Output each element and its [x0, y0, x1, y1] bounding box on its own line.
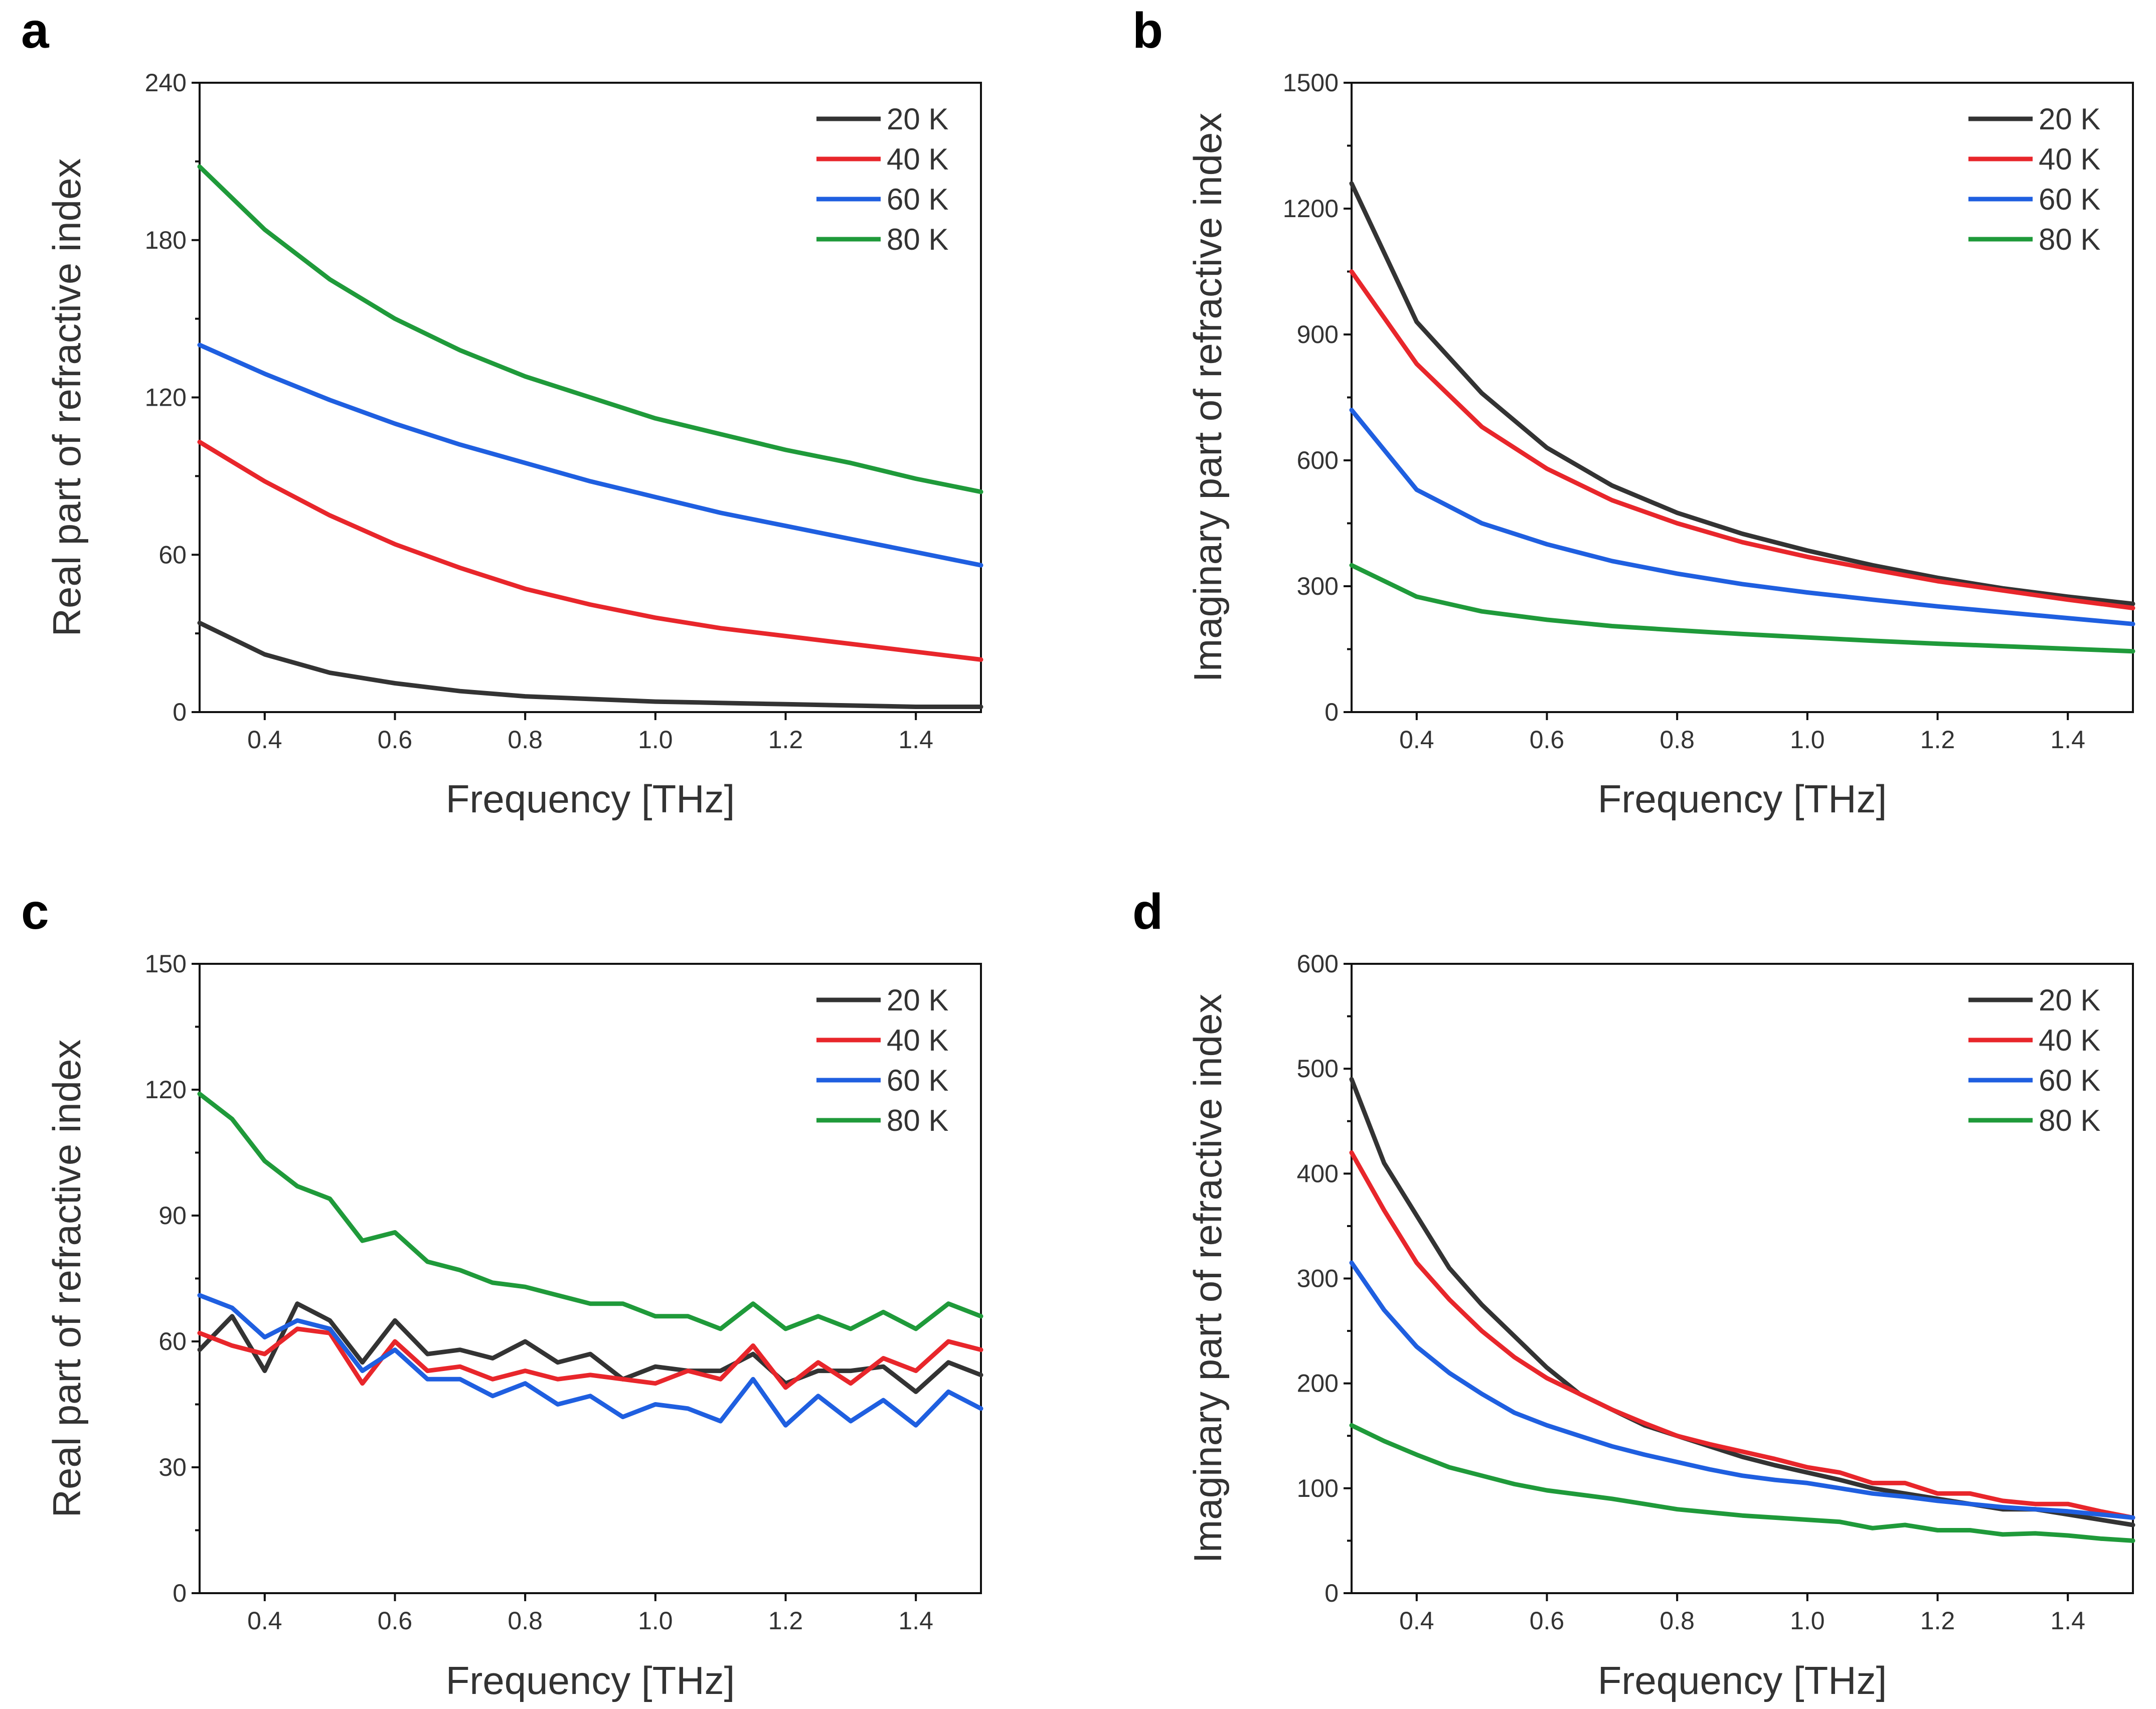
y-tick-label: 0 — [1324, 1579, 1339, 1607]
series-line-20k — [197, 620, 983, 709]
x-tick-label: 1.2 — [768, 1607, 803, 1635]
legend-label-60k: 60 K — [887, 1064, 948, 1097]
y-tick-label: 100 — [1297, 1474, 1339, 1502]
x-tick-label: 1.4 — [898, 1607, 933, 1635]
x-tick-label: 0.8 — [1660, 726, 1695, 754]
panel-a: a 0 60 120 180 240 0.4 0.6 0.8 1.0 1.2 1.4 Frequency… — [21, 3, 983, 821]
panel-letter: d — [1132, 884, 1163, 940]
x-tick-label: 1.2 — [768, 726, 803, 754]
x-axis-title: Frequency [THz] — [1598, 1658, 1887, 1702]
legend-label-60k: 60 K — [887, 183, 948, 216]
x-tick-label: 0.6 — [378, 726, 413, 754]
y-tick-label: 600 — [1297, 446, 1339, 474]
legend-label-40k: 40 K — [2039, 142, 2100, 176]
legend-label-80k: 80 K — [887, 223, 948, 256]
x-axis-title: Frequency [THz] — [446, 1658, 735, 1702]
legend-label-40k: 40 K — [887, 1023, 948, 1057]
plot-frame — [199, 963, 982, 1594]
x-tick-label: 1.0 — [1790, 1607, 1825, 1635]
y-tick-label: 1500 — [1283, 69, 1339, 97]
y-tick-label: 200 — [1297, 1370, 1339, 1398]
y-tick-label: 180 — [145, 226, 187, 254]
y-tick-label: 120 — [145, 1076, 187, 1104]
x-tick-label: 0.8 — [508, 1607, 543, 1635]
y-tick-label: 0 — [173, 1579, 187, 1607]
panel-b: b 0 300 600 900 1200 1500 0.4 0.6 0.8 1.0 1.2 1.4 Fre… — [1132, 3, 2135, 821]
y-tick-label: 60 — [158, 541, 187, 569]
plot-frame — [1351, 963, 2134, 1594]
x-axis-title: Frequency [THz] — [1598, 777, 1887, 821]
panel-d: d 0 100 200 300 400 500 600 0.4 0.6 0.8 1.0 1.2 1.4 Fr… — [1132, 884, 2135, 1702]
x-tick-label: 0.4 — [247, 1607, 282, 1635]
y-tick-label: 30 — [158, 1453, 187, 1481]
series-line-40k — [1349, 269, 2135, 610]
panel-letter: a — [21, 3, 50, 59]
series-line-80k — [1349, 1423, 2135, 1543]
series-line-40k — [197, 439, 983, 662]
y-tick-label: 1200 — [1283, 195, 1339, 223]
y-tick-label: 90 — [158, 1202, 187, 1230]
panel-letter: b — [1132, 3, 1163, 59]
legend-label-20k: 20 K — [887, 102, 948, 136]
y-tick-label: 400 — [1297, 1159, 1339, 1187]
x-tick-label: 0.4 — [1399, 1607, 1434, 1635]
x-tick-label: 1.0 — [638, 726, 673, 754]
y-tick-label: 240 — [145, 69, 187, 97]
y-tick-label: 60 — [158, 1327, 187, 1355]
plot-frame — [1351, 82, 2134, 713]
legend-label-20k: 20 K — [2039, 102, 2100, 136]
y-tick-label: 900 — [1297, 320, 1339, 349]
x-tick-label: 1.4 — [2050, 1607, 2085, 1635]
y-axis-title: Imaginary part of refractive index — [1186, 113, 1230, 682]
series-line-40k — [1349, 1150, 2135, 1520]
y-tick-label: 120 — [145, 384, 187, 412]
x-tick-label: 0.8 — [508, 726, 543, 754]
y-axis-title: Imaginary part of refractive index — [1186, 994, 1230, 1564]
y-tick-label: 0 — [1324, 698, 1339, 726]
legend-label-80k: 80 K — [887, 1104, 948, 1137]
legend-label-20k: 20 K — [887, 983, 948, 1017]
x-tick-label: 0.4 — [1399, 726, 1434, 754]
x-tick-label: 0.8 — [1660, 1607, 1695, 1635]
legend-label-40k: 40 K — [2039, 1023, 2100, 1057]
series-line-60k — [1349, 1260, 2135, 1520]
series-line-80k — [1349, 563, 2135, 654]
legend-label-80k: 80 K — [2039, 1104, 2100, 1137]
y-tick-label: 0 — [173, 698, 187, 726]
legend-label-40k: 40 K — [887, 142, 948, 176]
y-axis-title: Real part of refractive index — [45, 158, 89, 637]
series-line-60k — [197, 343, 983, 568]
panel-c: c 0 30 60 90 120 150 0.4 0.6 0.8 1.0 1.2 1.4 Frequenc… — [21, 884, 983, 1702]
legend-label-20k: 20 K — [2039, 983, 2100, 1017]
x-tick-label: 0.6 — [1530, 1607, 1565, 1635]
panel-letter: c — [21, 884, 49, 940]
y-tick-label: 300 — [1297, 572, 1339, 600]
y-axis-title: Real part of refractive index — [45, 1040, 89, 1518]
series-line-80k — [197, 1091, 983, 1331]
y-tick-label: 150 — [145, 950, 187, 978]
x-tick-label: 0.6 — [1530, 726, 1565, 754]
x-tick-label: 1.2 — [1920, 726, 1955, 754]
series-line-40k — [197, 1326, 983, 1390]
x-axis-title: Frequency [THz] — [446, 777, 735, 821]
y-tick-label: 600 — [1297, 950, 1339, 978]
series-line-20k — [197, 1301, 983, 1394]
x-tick-label: 0.4 — [247, 726, 282, 754]
x-tick-label: 1.2 — [1920, 1607, 1955, 1635]
x-tick-label: 0.6 — [378, 1607, 413, 1635]
legend-label-60k: 60 K — [2039, 183, 2100, 216]
x-tick-label: 1.4 — [898, 726, 933, 754]
x-tick-label: 1.0 — [1790, 726, 1825, 754]
series-line-60k — [1349, 408, 2135, 626]
x-tick-label: 1.4 — [2050, 726, 2085, 754]
legend-label-80k: 80 K — [2039, 223, 2100, 256]
legend-label-60k: 60 K — [2039, 1064, 2100, 1097]
series-line-60k — [197, 1293, 983, 1428]
x-tick-label: 1.0 — [638, 1607, 673, 1635]
series-line-80k — [197, 164, 983, 494]
y-tick-label: 300 — [1297, 1265, 1339, 1293]
y-tick-label: 500 — [1297, 1055, 1339, 1083]
series-line-20k — [1349, 1077, 2135, 1527]
